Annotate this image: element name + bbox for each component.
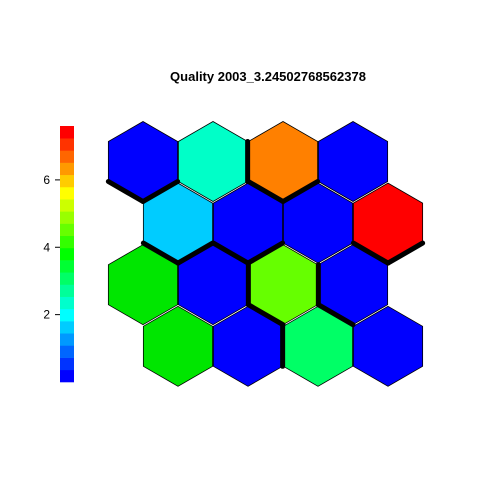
colorbar-segment xyxy=(60,260,74,273)
colorbar-segment xyxy=(60,284,74,297)
colorbar-segment xyxy=(60,247,74,261)
cluster-boundary-edge xyxy=(280,179,321,204)
cluster-boundary-edge xyxy=(385,240,426,266)
color-scale-legend: 2 4 6 xyxy=(43,126,74,383)
colorbar-segment xyxy=(60,235,74,249)
colorbar-tick-label: 4 xyxy=(43,240,50,254)
colorbar-segment xyxy=(60,199,74,212)
hex-grid xyxy=(107,121,424,387)
colorbar-segment xyxy=(60,333,74,346)
colorbar-tick-label: 2 xyxy=(43,308,50,322)
colorbar-segment xyxy=(60,296,74,310)
colorbar-segment xyxy=(60,186,74,200)
cluster-boundary-edge xyxy=(105,179,146,204)
hex-cell xyxy=(142,305,214,387)
colorbar-segment xyxy=(60,223,74,237)
colorbar-segment xyxy=(60,162,74,176)
cluster-boundaries xyxy=(105,139,426,369)
colorbar-segment xyxy=(60,272,74,285)
colorbar-segment xyxy=(60,321,74,334)
cluster-boundary-edge xyxy=(210,240,251,266)
cluster-boundary-edge xyxy=(245,302,286,328)
cluster-boundary-edge xyxy=(350,240,391,266)
colorbar-tick-label: 6 xyxy=(43,173,50,187)
cluster-boundary-edge xyxy=(245,179,286,204)
colorbar-segment xyxy=(60,150,74,163)
colorbar-segment xyxy=(60,211,74,224)
cluster-boundary-edge xyxy=(315,302,356,328)
cluster-boundary-edge xyxy=(140,240,181,266)
cluster-boundary-edge xyxy=(140,179,181,204)
colorbar-segment xyxy=(60,174,74,188)
chart-title: Quality 2003_3.24502768562378 xyxy=(170,69,366,84)
hex-cell xyxy=(317,121,389,202)
colorbar-segment xyxy=(60,138,74,151)
colorbar-segment xyxy=(60,345,74,358)
colorbar-segment xyxy=(60,357,74,371)
colorbar-segment xyxy=(60,308,74,322)
colorbar-segment xyxy=(60,126,74,139)
cluster-boundary-edge xyxy=(175,240,216,266)
colorbar-segment xyxy=(60,369,74,383)
cluster-boundary-edge xyxy=(245,240,286,266)
